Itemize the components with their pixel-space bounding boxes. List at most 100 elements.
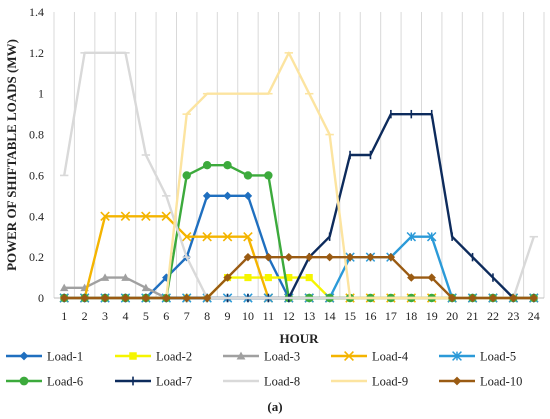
legend-label: Load-3 xyxy=(264,350,300,364)
legend-label: Load-1 xyxy=(47,350,83,364)
x-tick-label: 6 xyxy=(163,309,169,323)
legend-item: Load-6 xyxy=(6,375,83,389)
data-point xyxy=(182,293,191,303)
x-tick-label: 8 xyxy=(204,309,210,323)
legend-item: Load-8 xyxy=(223,375,300,389)
data-point xyxy=(244,274,252,282)
y-tick-label: 0.8 xyxy=(29,128,44,142)
data-point xyxy=(60,283,69,292)
data-point xyxy=(141,293,151,303)
x-tick-label: 9 xyxy=(225,309,231,323)
x-tick-label: 2 xyxy=(82,309,88,323)
y-tick-label: 0 xyxy=(38,291,44,305)
data-point xyxy=(60,293,69,303)
x-tick-label: 17 xyxy=(385,309,397,323)
data-point xyxy=(141,283,151,292)
data-point xyxy=(345,252,355,262)
data-point xyxy=(325,252,334,262)
legend-item: Load-4 xyxy=(331,350,409,364)
data-point xyxy=(509,293,518,303)
data-point xyxy=(181,231,192,242)
data-point xyxy=(243,231,253,242)
legend-item: Load-7 xyxy=(115,375,192,389)
legend-label: Load-6 xyxy=(47,375,83,389)
series-load-10 xyxy=(60,252,538,303)
data-point xyxy=(202,231,212,242)
data-point xyxy=(407,273,416,282)
data-point xyxy=(162,293,171,303)
data-point xyxy=(121,293,130,303)
x-tick-label: 19 xyxy=(426,309,438,323)
y-tick-label: 0.2 xyxy=(29,250,44,264)
data-point xyxy=(223,161,232,170)
data-point xyxy=(223,191,232,201)
legend-item: Load-2 xyxy=(115,350,192,364)
data-point xyxy=(305,274,313,282)
y-axis-title: POWER OF SHIFTABLE LOADS (MW) xyxy=(4,39,19,271)
x-tick-label: 12 xyxy=(283,309,295,323)
data-point xyxy=(427,273,436,282)
x-tick-label: 20 xyxy=(446,309,458,323)
data-point xyxy=(19,351,29,361)
data-point xyxy=(182,171,191,180)
legend-item: Load-9 xyxy=(331,375,408,389)
data-point xyxy=(222,231,233,242)
legend-item: Load-3 xyxy=(223,350,300,364)
data-point xyxy=(529,293,538,303)
data-point xyxy=(366,252,375,262)
data-point xyxy=(100,211,110,222)
data-point xyxy=(161,211,172,222)
data-point xyxy=(243,252,253,262)
legend-label: Load-4 xyxy=(372,350,409,364)
data-point xyxy=(236,351,246,360)
legend: Load-1 Load-2 Load-3 Load-4 Load-5 Load-6 Load… xyxy=(6,350,522,389)
data-point xyxy=(305,252,314,262)
data-point xyxy=(468,293,477,303)
y-tick-label: 1.4 xyxy=(29,5,44,19)
legend-item: Load-10 xyxy=(439,375,522,389)
legend-label: Load-10 xyxy=(480,375,522,389)
data-point xyxy=(202,161,212,170)
data-point xyxy=(19,376,29,386)
legend-label: Load-5 xyxy=(480,350,516,364)
data-point xyxy=(141,211,151,222)
data-point xyxy=(264,252,273,262)
data-point xyxy=(243,191,253,201)
x-tick-label: 1 xyxy=(61,309,67,323)
x-tick-label: 11 xyxy=(263,309,275,323)
data-point xyxy=(452,376,462,386)
x-tick-label: 22 xyxy=(487,309,499,323)
data-point xyxy=(344,351,354,361)
x-tick-label: 10 xyxy=(242,309,254,323)
data-point xyxy=(452,351,462,361)
data-point xyxy=(223,273,232,282)
grid xyxy=(53,12,545,299)
y-tick-label: 1 xyxy=(38,87,44,101)
series-layer xyxy=(59,51,539,303)
y-tick-label: 0.6 xyxy=(29,168,44,182)
legend-label: Load-7 xyxy=(156,375,192,389)
data-point xyxy=(285,274,293,282)
data-point xyxy=(447,293,457,303)
data-point xyxy=(121,273,130,281)
data-point xyxy=(100,273,110,281)
x-tick-label: 23 xyxy=(507,309,519,323)
x-tick-label: 14 xyxy=(324,309,336,323)
data-point xyxy=(243,171,253,180)
x-tick-label: 16 xyxy=(364,309,376,323)
data-point xyxy=(426,231,437,242)
data-point xyxy=(202,293,212,303)
y-tick-label: 1.2 xyxy=(29,46,44,60)
x-tick-label: 24 xyxy=(528,309,540,323)
legend-label: Load-2 xyxy=(156,350,192,364)
x-axis-ticks: 1 2 3 4 5 6 7 8 9 10 11 12 13 14 15 16 17 18 19 20 21 22 23 24 xyxy=(61,309,540,323)
x-tick-label: 21 xyxy=(467,309,479,323)
data-point xyxy=(129,352,137,360)
data-point xyxy=(202,191,212,201)
x-tick-label: 7 xyxy=(184,309,190,323)
legend-item: Load-1 xyxy=(6,350,83,364)
y-tick-label: 0.4 xyxy=(29,209,44,223)
data-point xyxy=(80,293,89,303)
data-point xyxy=(284,252,293,262)
